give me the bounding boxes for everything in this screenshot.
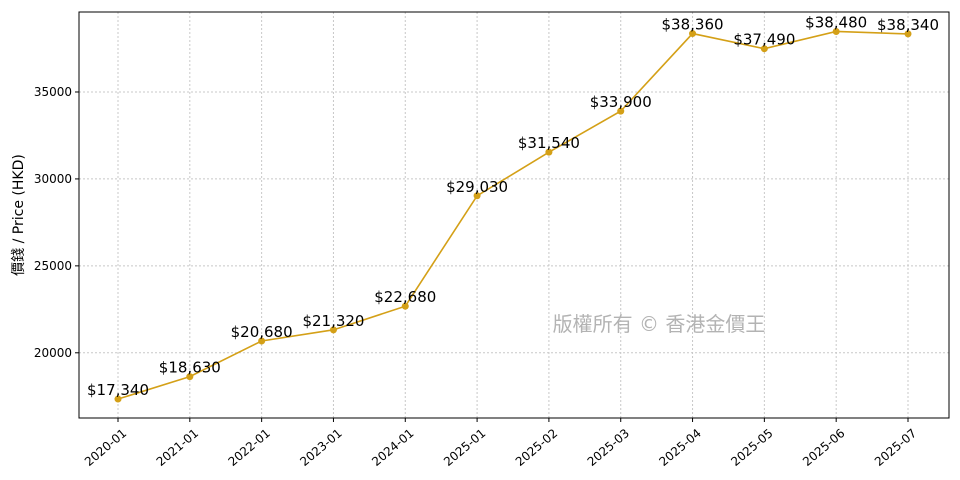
plot-frame [78,11,950,419]
y-tick-label: 25000 [34,259,72,273]
data-point [760,45,768,53]
data-label: $38,360 [662,16,724,34]
data-point [401,302,409,310]
data-label: $21,320 [302,312,364,330]
watermark: 版權所有 © 香港金價王 [553,312,766,336]
series-line [117,30,909,400]
y-tick-label: 20000 [34,346,72,360]
data-label: $29,030 [446,178,508,196]
y-axis-title: 價錢 / Price (HKD) [10,154,27,276]
data-label: $38,480 [805,13,867,31]
data-point [186,373,194,381]
data-label: $20,680 [231,323,293,341]
y-axis: 20000 25000 30000 35000 [34,85,79,360]
x-tick-label: 2022-01 [226,426,273,469]
data-label: $17,340 [87,381,149,399]
x-tick-label: 2025-03 [585,426,632,469]
data-label: $37,490 [733,31,795,49]
data-label: $33,900 [590,93,652,111]
x-tick-label: 2025-04 [656,426,703,469]
data-point [258,337,266,345]
data-point [473,192,481,200]
data-label: $38,340 [877,16,939,34]
x-tick-label: 2025-06 [800,426,847,469]
y-tick-label: 30000 [34,172,72,186]
x-tick-label: 2020-01 [82,426,129,469]
x-tick-label: 2025-07 [872,426,919,469]
x-tick-label: 2025-05 [728,426,775,469]
x-tick-label: 2025-02 [513,426,560,469]
data-point [114,395,122,403]
x-tick-label: 2023-01 [297,426,344,469]
grid-layer [79,12,949,418]
data-label: $31,540 [518,134,580,152]
data-point [545,148,553,156]
x-tick-label: 2021-01 [154,426,201,469]
data-label: $18,630 [159,359,221,377]
x-tick-label: 2024-01 [369,426,416,469]
series-layer: $17,340 $18,630 $20,680 $21,320 $22,680 $29,0… [87,13,939,403]
data-point [832,27,840,35]
data-point [904,30,912,38]
x-axis: 2020-01 2021-01 2022-01 2023-01 2024-01 2025-… [82,418,919,469]
data-label: $22,680 [374,288,436,306]
data-point [617,107,625,115]
y-tick-label: 35000 [34,85,72,99]
x-tick-label: 2025-01 [441,426,488,469]
data-point [329,326,337,334]
data-point [689,30,697,38]
